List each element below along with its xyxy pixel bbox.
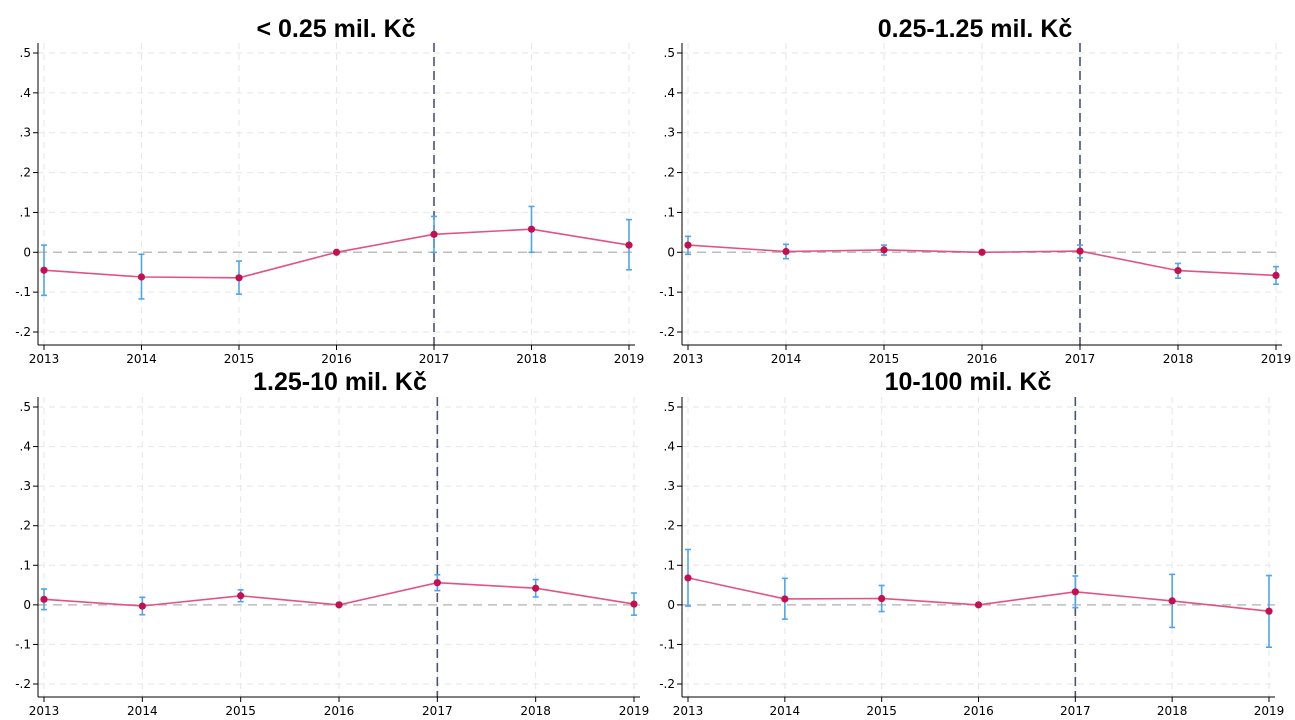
- x-tick-label: 2014: [126, 352, 157, 366]
- y-tick-label: -.2: [15, 677, 31, 691]
- y-tick-label: 0: [23, 245, 31, 259]
- data-point: [433, 579, 441, 587]
- x-tick-label: 2015: [866, 704, 897, 718]
- y-tick-label: 0: [667, 245, 675, 259]
- data-point: [40, 266, 48, 274]
- x-tick-label: 2013: [29, 704, 60, 718]
- y-tick-label: -.2: [659, 677, 675, 691]
- data-point: [630, 600, 638, 608]
- y-tick-label: .5: [20, 46, 31, 60]
- y-tick-label: 0: [667, 598, 675, 612]
- data-point: [237, 592, 245, 600]
- y-tick-label: -.1: [659, 285, 675, 299]
- data-point: [878, 594, 886, 603]
- y-tick-label: .4: [664, 440, 675, 454]
- y-tick-label: -.1: [659, 637, 675, 651]
- data-point: [1071, 588, 1079, 596]
- data-point: [781, 595, 789, 603]
- y-tick-label: .5: [664, 400, 675, 414]
- x-tick-label: 2016: [967, 352, 998, 366]
- data-point: [974, 601, 983, 609]
- y-tick-label: 0: [23, 598, 31, 612]
- data-point: [137, 273, 146, 281]
- y-tick-label: .4: [20, 86, 31, 100]
- y-tick-label: .1: [664, 205, 675, 219]
- data-point: [1174, 267, 1182, 275]
- y-tick-label: .5: [664, 46, 675, 60]
- x-tick-label: 2013: [673, 352, 704, 366]
- data-point: [1168, 597, 1176, 605]
- data-point: [235, 274, 243, 282]
- x-tick-label: 2014: [127, 704, 158, 718]
- panel-025-125: 0.25-1.25 mil. Kč -.2 -.1 0 .1 .2 .3 .4 .5 2013 20…: [659, 15, 1291, 366]
- y-tick-label: -.2: [15, 325, 31, 339]
- y-tick-label: .2: [664, 519, 675, 533]
- x-tick-label: 2017: [419, 352, 450, 366]
- data-point: [430, 230, 438, 238]
- data-point: [1265, 607, 1273, 615]
- y-tick-label: .3: [20, 126, 31, 140]
- x-tick-label: 2016: [321, 352, 352, 366]
- data-point: [138, 602, 146, 610]
- x-tick-label: 2015: [225, 704, 256, 718]
- x-tick-label: 2017: [422, 704, 453, 718]
- y-tick-label: .1: [20, 558, 31, 572]
- x-tick-label: 2019: [619, 704, 650, 718]
- data-point: [684, 574, 692, 582]
- y-tick-label: .3: [664, 479, 675, 493]
- chart-title: 1.25-10 mil. Kč: [253, 368, 427, 396]
- x-tick-label: 2015: [224, 352, 255, 366]
- chart-title: 10-100 mil. Kč: [885, 368, 1052, 396]
- data-point: [880, 246, 888, 254]
- x-tick-label: 2017: [1060, 704, 1091, 718]
- data-point: [978, 248, 986, 256]
- data-point: [684, 241, 692, 249]
- panel-125-10: 1.25-10 mil. Kč -.2 -.1 0 .1 .2 .3 .4 .5 2013 2014…: [15, 368, 649, 718]
- chart-title: < 0.25 mil. Kč: [256, 15, 415, 43]
- x-tick-label: 2018: [516, 352, 547, 366]
- chart-title: 0.25-1.25 mil. Kč: [878, 15, 1073, 43]
- y-tick-label: -.1: [15, 637, 31, 651]
- y-tick-label: .1: [664, 558, 675, 572]
- x-tick-label: 2017: [1065, 352, 1096, 366]
- data-point: [1272, 271, 1280, 280]
- y-tick-label: .2: [20, 166, 31, 180]
- y-tick-label: .1: [20, 205, 31, 219]
- panel-lt-025: < 0.25 mil. Kč -.2 -.1 0 .1 .2 .3 .4 .5 2013 2014 2…: [15, 15, 644, 366]
- y-tick-label: .2: [20, 519, 31, 533]
- x-tick-label: 2018: [520, 704, 551, 718]
- x-tick-label: 2019: [1254, 704, 1285, 718]
- y-tick-label: .2: [664, 166, 675, 180]
- panel-10-100: 10-100 mil. Kč -.2 -.1 0 .1 .2 .3 .4 .5 2013 2014 2…: [659, 368, 1284, 718]
- x-tick-label: 2013: [29, 352, 60, 366]
- y-tick-label: .3: [20, 479, 31, 493]
- data-point: [332, 248, 341, 256]
- x-tick-label: 2019: [1261, 352, 1292, 366]
- y-tick-label: .3: [664, 126, 675, 140]
- x-tick-label: 2016: [963, 704, 994, 718]
- x-tick-label: 2013: [673, 704, 704, 718]
- data-point: [527, 225, 536, 233]
- y-tick-label: .5: [20, 400, 31, 414]
- y-tick-label: .4: [20, 440, 31, 454]
- data-point: [782, 247, 790, 256]
- x-tick-label: 2018: [1163, 352, 1194, 366]
- x-tick-label: 2019: [614, 352, 645, 366]
- x-tick-label: 2016: [324, 704, 355, 718]
- data-point: [625, 241, 633, 249]
- data-point: [1076, 247, 1084, 255]
- y-tick-label: .4: [664, 86, 675, 100]
- data-point: [40, 595, 48, 603]
- x-tick-label: 2014: [770, 704, 801, 718]
- y-tick-label: -.1: [15, 285, 31, 299]
- x-tick-label: 2018: [1157, 704, 1188, 718]
- x-tick-label: 2014: [771, 352, 802, 366]
- y-tick-label: -.2: [659, 325, 675, 339]
- x-tick-label: 2015: [869, 352, 900, 366]
- data-point: [532, 584, 540, 592]
- data-point: [335, 601, 343, 609]
